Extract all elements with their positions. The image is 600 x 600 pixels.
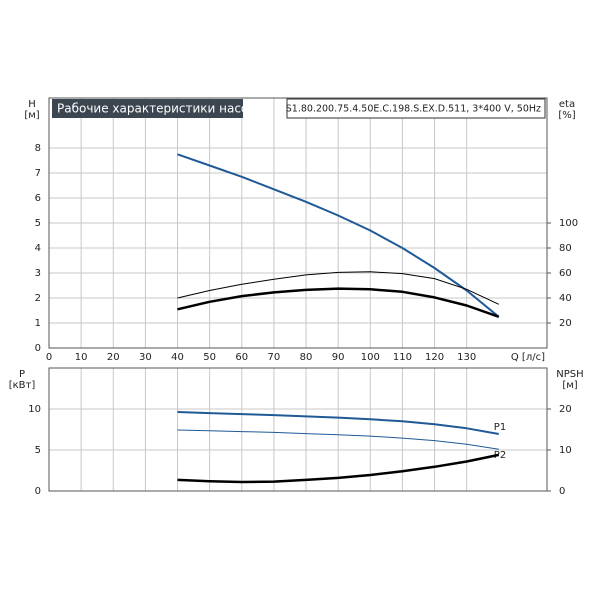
y-tick-label: 7 [35,168,41,179]
chart-title: Рабочие характеристики насоса [57,102,262,116]
series-label: P2 [494,450,506,461]
x-tick-label: 60 [235,352,248,363]
y2-tick-label: 0 [559,486,565,497]
y-axis-unit: [кВт] [9,380,36,391]
y2-axis-label: eta [559,99,575,110]
y2-tick-label: 80 [559,243,572,254]
x-tick-label: 0 [46,352,52,363]
y2-tick-label: 10 [559,445,572,456]
x-tick-label: 110 [393,352,412,363]
y2-tick-label: 60 [559,268,572,279]
x-tick-label: 20 [107,352,120,363]
y-tick-label: 2 [35,293,41,304]
y2-axis-label: NPSH [556,369,583,380]
y2-axis-unit: [м] [562,380,577,391]
x-tick-label: 30 [139,352,152,363]
y-axis-unit: [м] [24,110,39,121]
y2-tick-label: 20 [559,318,572,329]
y2-tick-label: 40 [559,293,572,304]
chart-subtitle: S1.80.200.75.4.50E.C.198.S.EX.D.511, 3*4… [286,104,541,115]
y-axis-label: P [19,369,25,380]
series-line [177,271,500,305]
series-label: P1 [494,422,506,433]
y-tick-label: 5 [35,218,41,229]
y-tick-label: 6 [35,193,41,204]
y2-tick-label: 20 [559,404,572,415]
title-box [52,99,243,118]
x-tick-label: 40 [171,352,184,363]
x-axis-label: Q [л/с] [511,352,545,363]
series-line [177,453,500,484]
x-tick-label: 130 [457,352,476,363]
y-tick-label: 0 [35,486,41,497]
x-tick-label: 90 [332,352,345,363]
x-tick-label: 70 [268,352,281,363]
y2-tick-label: 100 [559,218,578,229]
y2-axis-unit: [%] [558,110,575,121]
y-tick-label: 5 [35,445,41,456]
y-tick-label: 0 [35,343,41,354]
series-line [177,429,499,450]
y-tick-label: 10 [28,404,41,415]
y-tick-label: 4 [35,243,41,254]
y-tick-label: 1 [35,318,41,329]
y-tick-label: 8 [35,143,41,154]
y-axis-label: H [28,99,36,110]
x-tick-label: 80 [300,352,313,363]
x-tick-label: 120 [425,352,444,363]
subtitle-box [286,98,546,119]
series-line [177,411,499,435]
x-tick-label: 100 [361,352,380,363]
series-line [177,153,500,318]
series-line [177,287,500,318]
x-tick-label: 50 [203,352,216,363]
plot-frame [48,97,548,349]
y-tick-label: 3 [35,268,41,279]
plot-frame [48,367,548,492]
x-tick-label: 10 [75,352,88,363]
